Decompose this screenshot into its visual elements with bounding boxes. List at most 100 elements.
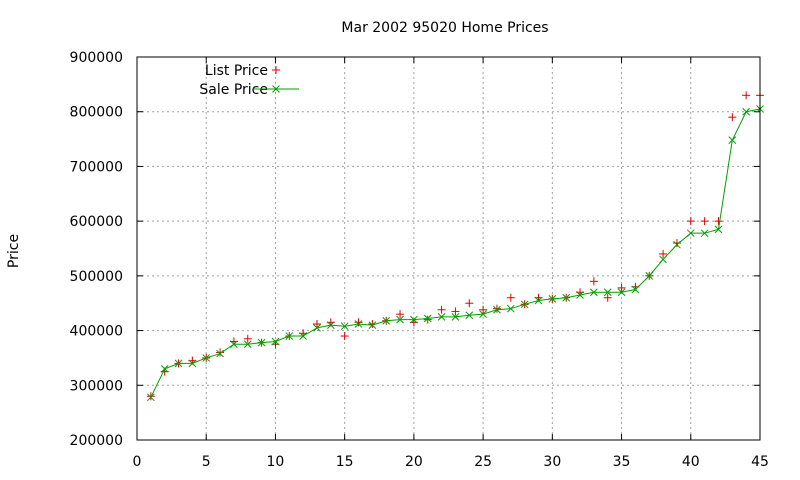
y-tick-label: 300000 <box>70 378 123 394</box>
sale-price-point <box>313 323 321 332</box>
list-price-point <box>437 305 446 314</box>
list-price-point <box>492 304 501 313</box>
x-tick-label: 35 <box>613 454 631 470</box>
sale-price-point <box>562 293 571 302</box>
y-tick-label: 200000 <box>70 433 123 449</box>
list-price-point <box>465 299 474 308</box>
list-price-point <box>603 293 612 302</box>
sale-price-point <box>146 393 155 402</box>
sale-price-point <box>230 340 238 349</box>
list-price-point <box>312 320 321 329</box>
grid <box>137 57 760 440</box>
x-tick-label: 45 <box>751 454 769 470</box>
sale-price-point <box>548 294 557 303</box>
list-price-point <box>216 348 225 357</box>
y-axis-label: Price <box>6 234 22 268</box>
list-price-point <box>700 217 709 226</box>
list-price-point <box>396 310 405 319</box>
sale-price-point <box>299 332 307 340</box>
sale-price-point <box>700 229 709 238</box>
sale-price-point <box>479 310 487 319</box>
sale-price-point <box>216 349 224 358</box>
sale-price-point <box>160 365 169 373</box>
x-tick-label: 30 <box>543 454 561 470</box>
legend-label-sale-price: Sale Price <box>199 82 268 98</box>
list-price-point <box>451 307 460 316</box>
legend-swatch-list-price <box>272 66 280 74</box>
y-tick-label: 700000 <box>70 159 123 175</box>
sale-price-point <box>451 313 460 321</box>
sale-price-point <box>742 107 751 116</box>
y-tick-label: 500000 <box>70 269 123 285</box>
list-price-point <box>423 315 432 324</box>
tick-labels: 0 5 10 15 20 25 30 35 40 45 200000 300000 400000 5000… <box>70 50 769 470</box>
sale-price-point <box>534 296 543 305</box>
y-tick-label: 600000 <box>70 214 123 230</box>
x-tick-label: 5 <box>202 454 211 470</box>
legend-swatches <box>253 66 299 93</box>
list-price-point <box>617 283 626 292</box>
x-tick-label: 40 <box>682 454 700 470</box>
list-price-point <box>728 113 737 122</box>
series-layer <box>146 91 764 402</box>
sale-price-point <box>257 338 266 347</box>
plot-frame <box>136 56 761 441</box>
sale-price-point <box>645 272 654 280</box>
series-list-price <box>146 91 764 401</box>
x-tick-label: 25 <box>474 454 492 470</box>
sale-price-point <box>493 305 501 314</box>
x-tick-label: 0 <box>133 454 142 470</box>
sale-price-point <box>410 315 418 324</box>
x-tick-label: 20 <box>405 454 423 470</box>
axis-ticks <box>136 56 761 441</box>
sale-price-point <box>506 304 515 313</box>
legend-swatch-sale-price <box>272 85 280 93</box>
list-price-point <box>589 277 598 286</box>
sale-price-point <box>285 332 294 340</box>
series-sale-price <box>146 105 764 402</box>
y-tick-label: 800000 <box>70 105 123 121</box>
y-tick-label: 900000 <box>70 50 123 66</box>
sale-price-point <box>188 359 197 368</box>
sale-price-point <box>465 311 474 320</box>
list-price-point <box>506 293 515 302</box>
legend-label-list-price: List Price <box>205 63 268 79</box>
x-tick-label: 10 <box>267 454 285 470</box>
sale-price-point <box>631 285 640 294</box>
sale-price-point <box>354 320 363 328</box>
sale-price-point <box>243 340 252 349</box>
list-price-point <box>686 217 695 226</box>
list-price-point <box>672 239 681 248</box>
sale-price-point <box>326 321 335 329</box>
sale-price-point <box>271 337 280 346</box>
sale-price-point <box>368 321 377 329</box>
y-tick-label: 400000 <box>70 324 123 340</box>
list-price-point <box>659 249 668 258</box>
sale-price-point <box>617 288 626 297</box>
sale-price-point <box>382 316 391 325</box>
sale-price-point <box>673 240 681 249</box>
sale-price-point <box>686 229 695 238</box>
sale-price-point <box>340 322 349 331</box>
list-price-point <box>479 305 488 314</box>
sale-price-point <box>590 288 598 297</box>
sale-price-point <box>396 315 404 324</box>
sale-price-line <box>150 108 761 398</box>
legend: List Price Sale Price <box>199 63 299 98</box>
sale-price-point <box>659 255 667 264</box>
list-price-point <box>243 334 252 343</box>
sale-price-point <box>520 300 529 309</box>
list-price-point <box>354 318 363 327</box>
list-price-point <box>742 91 751 100</box>
sale-price-point <box>714 225 723 234</box>
chart-title: Mar 2002 95020 Home Prices <box>341 20 548 36</box>
sale-price-point <box>423 314 432 323</box>
sale-price-point <box>174 359 183 368</box>
list-price-point <box>714 217 723 226</box>
sale-price-point <box>728 136 737 145</box>
sale-price-point <box>576 291 584 299</box>
sale-price-point <box>202 354 211 362</box>
list-price-point <box>340 332 349 341</box>
sale-price-point <box>603 288 612 297</box>
